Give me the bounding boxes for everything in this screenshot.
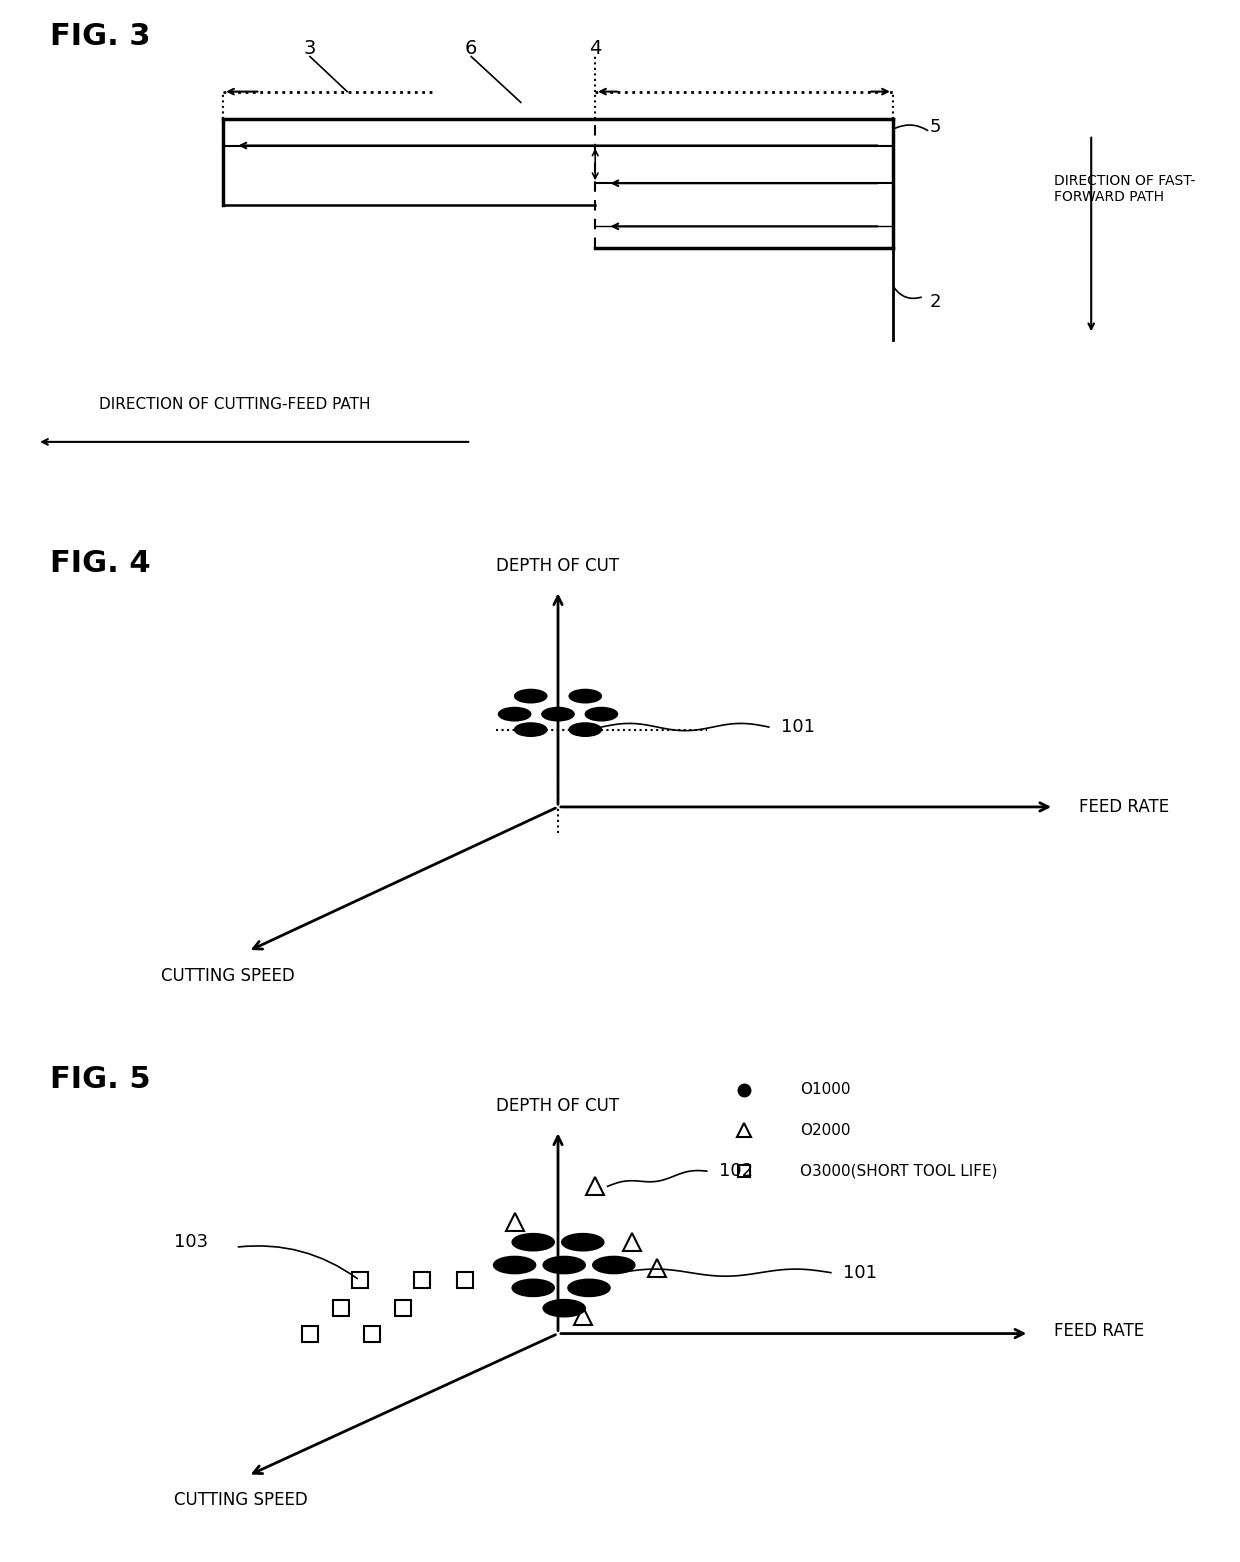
Text: 102: 102 xyxy=(719,1162,754,1181)
Circle shape xyxy=(585,708,618,720)
Circle shape xyxy=(593,1256,635,1273)
Circle shape xyxy=(543,1256,585,1273)
Text: 2: 2 xyxy=(930,292,941,311)
Text: O2000: O2000 xyxy=(800,1123,851,1139)
Circle shape xyxy=(542,708,574,720)
Circle shape xyxy=(494,1256,536,1273)
Circle shape xyxy=(515,689,547,703)
Circle shape xyxy=(498,708,531,720)
Text: CUTTING SPEED: CUTTING SPEED xyxy=(161,967,295,984)
Text: DEPTH OF CUT: DEPTH OF CUT xyxy=(496,558,620,575)
Text: CUTTING SPEED: CUTTING SPEED xyxy=(174,1490,308,1509)
Text: FIG. 5: FIG. 5 xyxy=(50,1065,150,1093)
Text: 103: 103 xyxy=(174,1232,208,1251)
Circle shape xyxy=(512,1234,554,1251)
Text: FEED RATE: FEED RATE xyxy=(1079,798,1169,815)
Text: DIRECTION OF FAST-
FORWARD PATH: DIRECTION OF FAST- FORWARD PATH xyxy=(1054,173,1195,203)
Text: 101: 101 xyxy=(781,719,815,736)
Circle shape xyxy=(568,1279,610,1296)
Text: O3000(SHORT TOOL LIFE): O3000(SHORT TOOL LIFE) xyxy=(800,1164,997,1179)
Circle shape xyxy=(515,723,547,736)
Text: FIG. 3: FIG. 3 xyxy=(50,22,150,50)
Circle shape xyxy=(512,1279,554,1296)
Text: O1000: O1000 xyxy=(800,1082,851,1098)
Text: 5: 5 xyxy=(930,117,941,136)
Text: FIG. 4: FIG. 4 xyxy=(50,550,150,578)
Circle shape xyxy=(569,723,601,736)
Text: DEPTH OF CUT: DEPTH OF CUT xyxy=(496,1097,620,1115)
Text: 101: 101 xyxy=(843,1264,877,1282)
Text: DIRECTION OF CUTTING-FEED PATH: DIRECTION OF CUTTING-FEED PATH xyxy=(99,397,371,412)
Circle shape xyxy=(562,1234,604,1251)
Circle shape xyxy=(543,1300,585,1317)
Text: 3: 3 xyxy=(304,39,316,58)
Text: 4: 4 xyxy=(589,39,601,58)
Text: FEED RATE: FEED RATE xyxy=(1054,1321,1145,1340)
Text: 6: 6 xyxy=(465,39,477,58)
Circle shape xyxy=(569,689,601,703)
